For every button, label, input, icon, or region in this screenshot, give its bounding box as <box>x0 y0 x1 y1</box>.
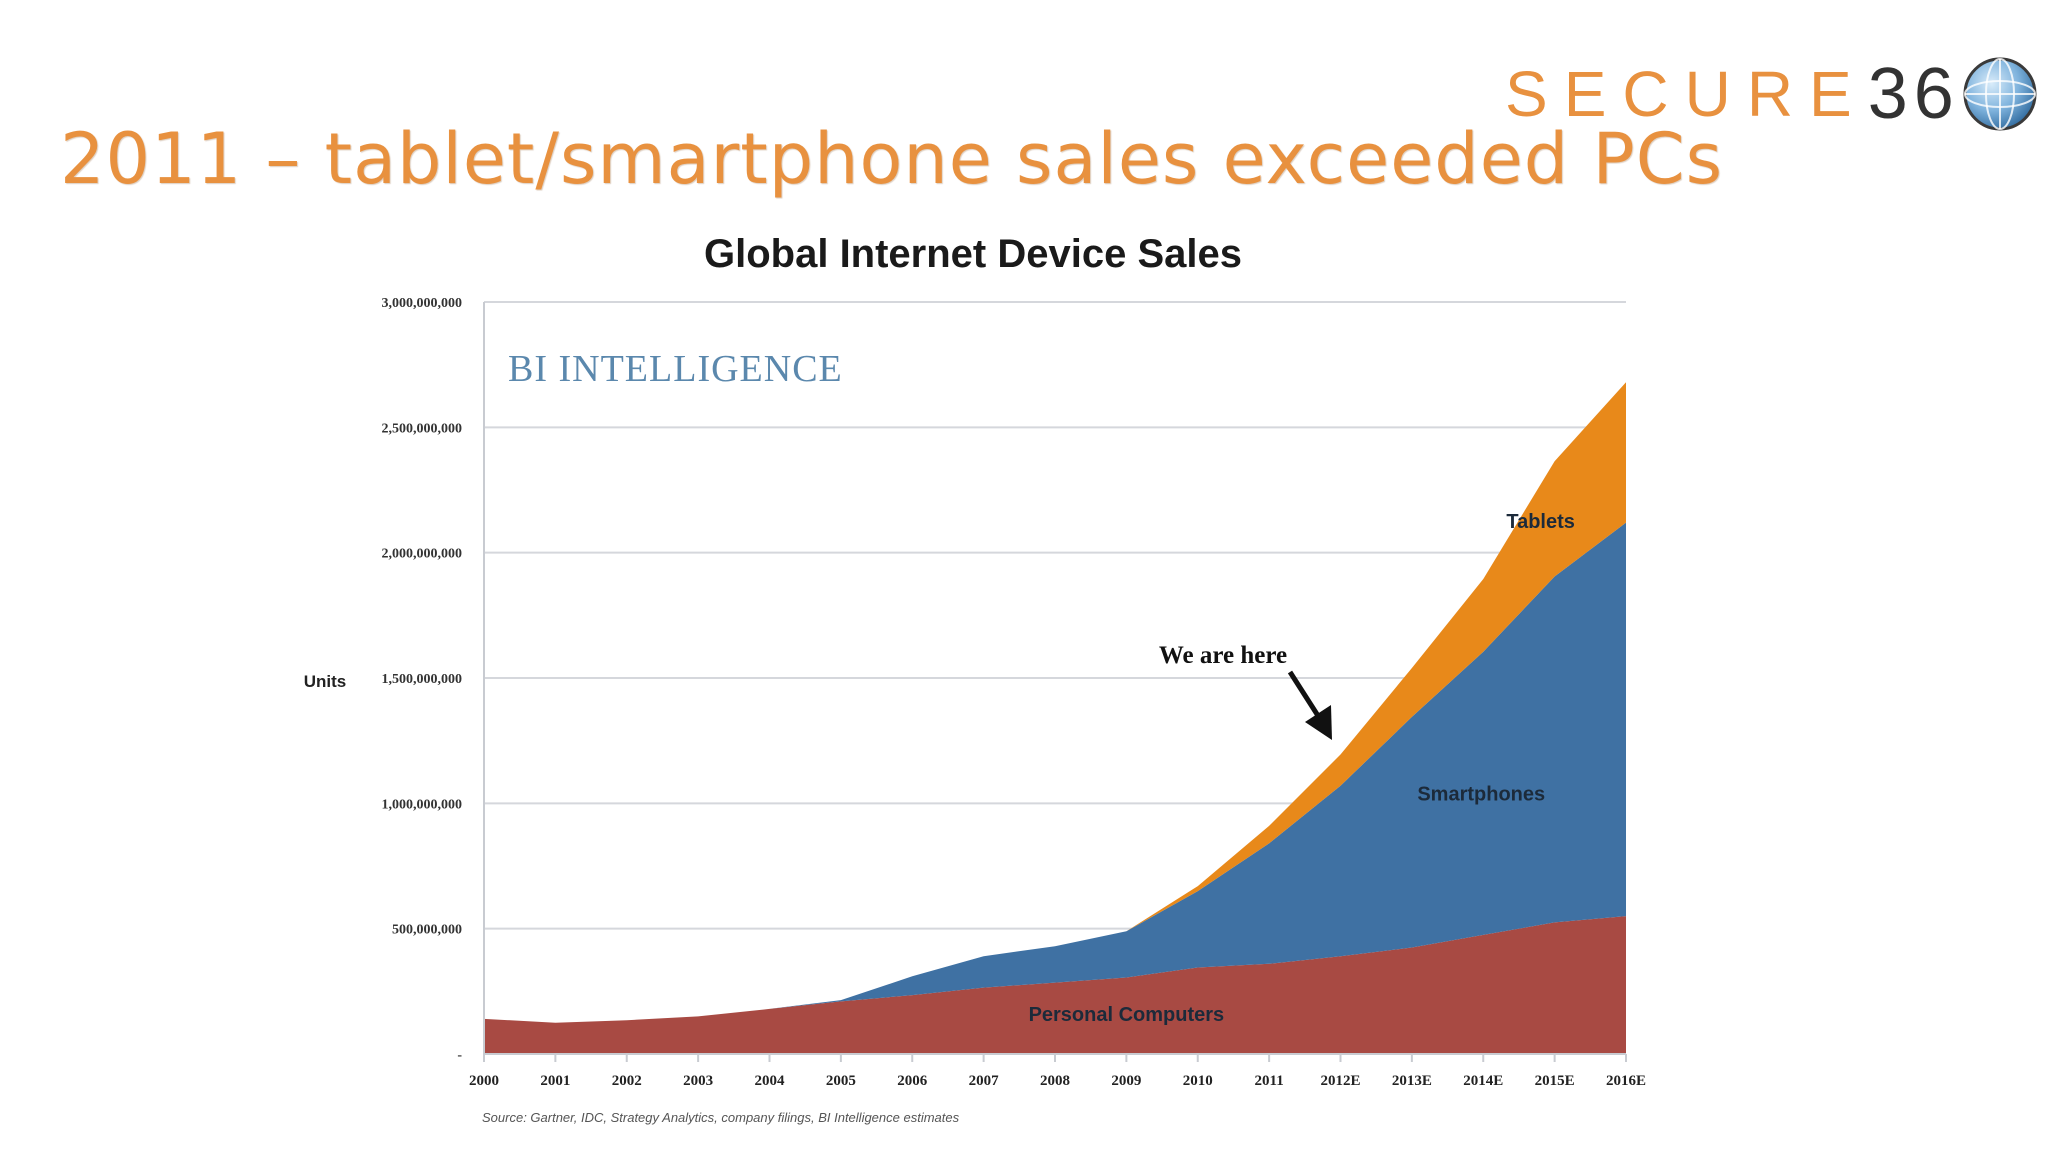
x-tick-label: 2011 <box>1255 1073 1284 1089</box>
x-tick-label: 2010 <box>1183 1073 1213 1089</box>
chart-source-note: Source: Gartner, IDC, Strategy Analytics… <box>482 1110 960 1125</box>
logo-secure-text: SECURE <box>1505 58 1868 130</box>
x-tick-label: 2016E <box>1606 1073 1646 1089</box>
bi-intelligence-watermark: BI INTELLIGENCE <box>508 348 843 390</box>
globe-icon <box>1963 57 2037 131</box>
x-tick-label: 2015E <box>1535 1073 1575 1089</box>
x-tick-label: 2000 <box>469 1073 499 1089</box>
y-tick-label: - <box>457 1048 462 1063</box>
chart-annotation: We are here <box>1159 642 1332 740</box>
series-label-smartphones: Smartphones <box>1417 783 1545 805</box>
y-tick-label: 2,500,000,000 <box>382 421 463 436</box>
y-tick-label: 500,000,000 <box>392 923 462 938</box>
x-tick-label: 2002 <box>612 1073 642 1089</box>
area-smartphones <box>484 522 1626 1023</box>
x-tick-label: 2014E <box>1463 1073 1503 1089</box>
y-tick-label: 1,500,000,000 <box>382 672 463 687</box>
y-tick-label: 1,000,000,000 <box>382 797 463 812</box>
x-tick-label: 2004 <box>755 1073 786 1089</box>
annotation-we-are-here: We are here <box>1159 642 1287 669</box>
x-tick-label: 2009 <box>1111 1073 1141 1089</box>
series-label-personal-computers: Personal Computers <box>1029 1004 1225 1026</box>
logo-digits-text: 36 <box>1867 54 1960 134</box>
x-tick-label: 2008 <box>1040 1073 1070 1089</box>
y-tick-labels: - 500,000,000 1,000,000,000 1,500,000,000 2,… <box>382 296 463 1063</box>
y-tick-label: 3,000,000,000 <box>382 296 463 311</box>
x-tick-label: 2005 <box>826 1073 856 1089</box>
secure360-logo: SECURE 36 <box>1505 54 2038 134</box>
slide-title: 2011 – tablet/smartphone sales exceeded … <box>60 118 1724 200</box>
annotation-arrow-head <box>1305 705 1332 740</box>
y-tick-label: 2,000,000,000 <box>382 547 463 562</box>
x-tick-labels: 2000 2001 2002 2003 2004 2005 2006 2007 2008 2009… <box>469 1073 1646 1089</box>
chart-title: Global Internet Device Sales <box>704 232 1242 276</box>
area-tablets <box>484 382 1626 1023</box>
x-tick-label: 2007 <box>969 1073 1000 1089</box>
y-axis-label: Units <box>304 672 347 691</box>
area-personal-computers <box>484 916 1626 1054</box>
x-tick-label: 2012E <box>1320 1073 1360 1089</box>
chart-axes <box>483 302 1627 1062</box>
x-tick-label: 2001 <box>540 1073 570 1089</box>
series-labels: Personal Computers Smartphones Tablets <box>1029 511 1575 1026</box>
annotation-arrow-shaft <box>1287 670 1325 724</box>
series-label-tablets: Tablets <box>1506 511 1575 533</box>
x-tick-label: 2003 <box>683 1073 713 1089</box>
x-tick-label: 2006 <box>897 1073 928 1089</box>
chart-areas <box>484 382 1626 1054</box>
x-tick-label: 2013E <box>1392 1073 1432 1089</box>
